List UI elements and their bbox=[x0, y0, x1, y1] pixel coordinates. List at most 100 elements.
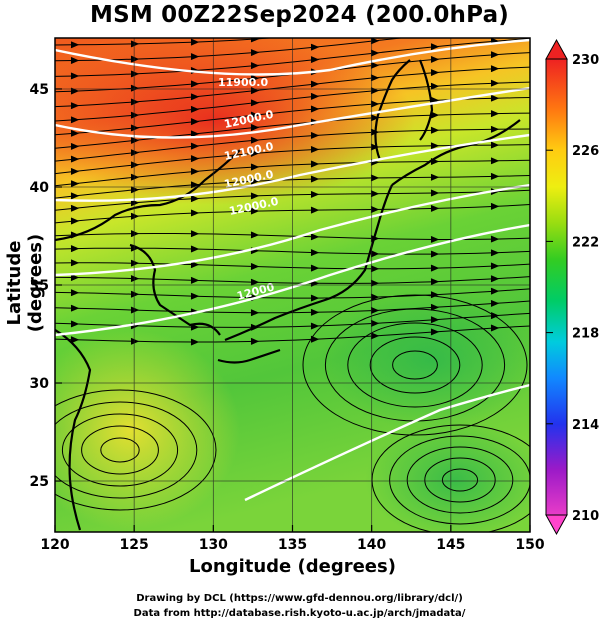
streamline-arrow bbox=[190, 168, 200, 175]
streamline-arrow bbox=[310, 322, 320, 330]
streamline-arrow bbox=[250, 49, 260, 56]
streamline-arrow bbox=[250, 149, 260, 157]
y-tick-label: 30 bbox=[30, 376, 50, 392]
streamline-arrow bbox=[190, 195, 200, 203]
streamline-arrow bbox=[310, 294, 320, 302]
streamline-arrow bbox=[430, 264, 440, 272]
streamline-arrow bbox=[490, 94, 500, 102]
streamline-arrow bbox=[70, 129, 80, 137]
streamline-arrow bbox=[430, 236, 440, 243]
streamline-arrow bbox=[310, 206, 320, 214]
streamline-arrow bbox=[70, 155, 80, 163]
streamline-arrow bbox=[490, 275, 500, 283]
streamline-arrow bbox=[250, 309, 260, 317]
streamline-arrow bbox=[370, 265, 380, 273]
streamline-arrow bbox=[370, 74, 380, 82]
map-title: MSM 00Z22Sep2024 (200.0hPa) bbox=[90, 2, 509, 28]
streamline-arrow bbox=[70, 180, 80, 188]
colorbar-max-arrow bbox=[545, 38, 568, 60]
streamline-arrow bbox=[310, 80, 320, 88]
streamline-arrow bbox=[310, 264, 320, 272]
streamline-arrow bbox=[250, 207, 260, 215]
streamline-arrow bbox=[370, 174, 380, 182]
streamline-arrow bbox=[430, 250, 440, 258]
streamline-arrow bbox=[490, 287, 500, 295]
streamline-arrow bbox=[490, 125, 500, 133]
streamline-arrow bbox=[70, 116, 80, 124]
colorbar: 230 226 222 218 214 210 bbox=[545, 38, 599, 536]
colorbar-tick-label: 210 bbox=[572, 509, 599, 524]
streamline-arrow bbox=[430, 126, 440, 134]
streamline-arrow bbox=[370, 143, 380, 151]
streamline-arrow bbox=[310, 249, 320, 257]
streamline-arrow bbox=[430, 173, 440, 181]
streamline-arrow bbox=[310, 233, 320, 241]
streamline-arrow bbox=[430, 278, 440, 286]
x-axis-label: Longitude (degrees) bbox=[189, 556, 396, 577]
streamline-arrow bbox=[70, 167, 80, 175]
streamline-arrow bbox=[370, 49, 380, 57]
streamline-arrow bbox=[430, 328, 440, 336]
swirl-streamline bbox=[81, 425, 159, 475]
streamline-arrow bbox=[250, 263, 260, 270]
streamline-arrow bbox=[430, 55, 440, 63]
streamline-arrow bbox=[190, 93, 200, 101]
streamline-arrow bbox=[310, 146, 320, 153]
x-tick-label: 150 bbox=[515, 537, 544, 553]
swirl-streamline bbox=[392, 350, 438, 380]
streamline-arrow bbox=[430, 303, 440, 311]
streamline-arrow bbox=[490, 262, 500, 270]
x-tick-label: 120 bbox=[40, 537, 69, 553]
streamline-arrow bbox=[70, 259, 80, 267]
streamline-arrow bbox=[370, 250, 380, 258]
streamline-arrow bbox=[370, 206, 380, 213]
y-axis-ticks: 25 30 35 40 45 bbox=[30, 82, 62, 490]
streamline-arrow bbox=[490, 110, 500, 118]
colorbar-min-arrow bbox=[545, 514, 568, 536]
x-tick-label: 140 bbox=[357, 537, 386, 553]
y-axis-label: Latitude (degrees) bbox=[4, 233, 46, 333]
credit-line-1: Drawing by DCL (https://www.gfd-dennou.o… bbox=[136, 593, 463, 604]
streamline-arrow bbox=[70, 102, 80, 110]
streamline-arrow bbox=[430, 316, 440, 324]
streamline-arrow bbox=[190, 338, 200, 346]
swirl-streamline bbox=[61, 413, 179, 487]
streamline-arrow bbox=[370, 319, 380, 327]
streamline-arrow bbox=[250, 74, 260, 82]
y-tick-label: 35 bbox=[30, 278, 49, 294]
streamline-arrow bbox=[190, 230, 200, 238]
streamline-arrow bbox=[70, 204, 80, 212]
streamline-arrow bbox=[430, 204, 440, 212]
swirl-streamline bbox=[55, 389, 217, 511]
streamline-arrow bbox=[490, 202, 500, 210]
streamline-arrow bbox=[370, 190, 380, 198]
streamline-arrow bbox=[250, 124, 260, 131]
streamline-arrow bbox=[190, 261, 200, 269]
streamline-arrow bbox=[250, 111, 260, 119]
streamline-arrow bbox=[70, 217, 80, 225]
swirl-streamline bbox=[389, 435, 530, 525]
streamline-arrow bbox=[310, 160, 320, 168]
streamline-arrow bbox=[190, 118, 200, 126]
swirl-streamline bbox=[347, 322, 483, 408]
colorbar-tick-label: 222 bbox=[572, 235, 599, 250]
streamline-arrow bbox=[250, 62, 260, 70]
plot-area: 11900.0 12000.0 12100.0 12000.0 12000.0 … bbox=[55, 38, 530, 532]
coastlines bbox=[55, 59, 521, 531]
streamline-arrow bbox=[250, 136, 260, 144]
streamline-arrow bbox=[490, 324, 500, 332]
streamline-arrow bbox=[250, 99, 260, 107]
graticule bbox=[55, 38, 530, 532]
streamline-arrow bbox=[490, 65, 500, 73]
streamline-arrow bbox=[490, 157, 500, 165]
colorbar-tick-label: 214 bbox=[572, 418, 599, 433]
streamline-arrow bbox=[310, 175, 320, 183]
streamline-arrow bbox=[70, 57, 80, 64]
x-axis-ticks: 120 125 130 135 140 145 150 bbox=[40, 525, 545, 553]
swirl-streamline bbox=[100, 437, 140, 463]
swirl-streamline bbox=[424, 457, 496, 503]
streamline-arrow bbox=[250, 337, 260, 345]
streamline-arrow bbox=[250, 231, 260, 239]
streamline-arrow bbox=[70, 320, 80, 328]
streamline-arrow bbox=[250, 278, 260, 286]
